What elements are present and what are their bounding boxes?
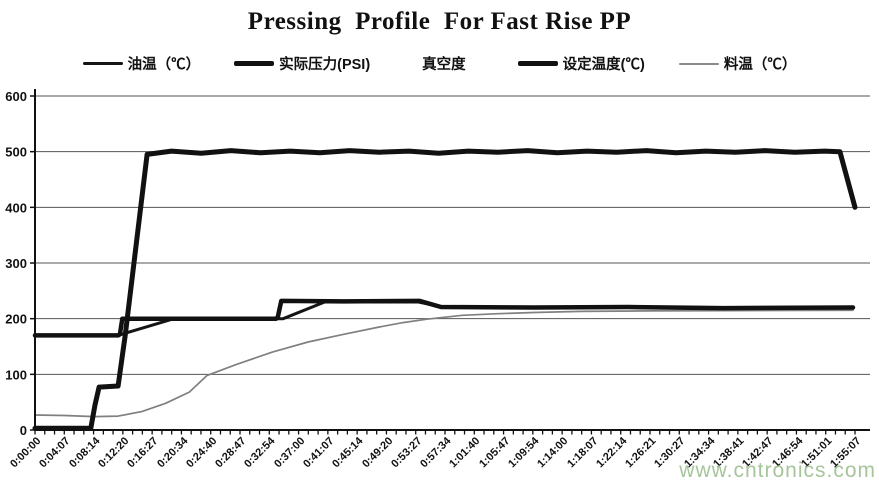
- legend-label: 油温（℃）: [127, 57, 201, 73]
- y-axis-label: 100: [5, 367, 27, 382]
- legend-item-oil-temp: 油温（℃）: [82, 53, 201, 74]
- legend: 油温（℃） 实际压力(PSI) 真空度 设定温度(℃) 料温（℃）: [0, 53, 879, 74]
- oil-temp-line-sample-icon: [82, 62, 123, 65]
- y-axis-label: 500: [5, 145, 27, 160]
- y-axis-label: 0: [20, 423, 27, 438]
- legend-label: 实际压力(PSI): [279, 57, 371, 73]
- material-temp-line-sample-icon: [678, 62, 719, 65]
- legend-label: 设定温度(℃): [562, 57, 645, 73]
- legend-item-material-temp: 料温（℃）: [678, 53, 797, 74]
- legend-item-vacuum: 真空度: [422, 53, 466, 74]
- legend-item-set-temp: 设定温度(℃): [517, 53, 645, 74]
- pressure-line-sample-icon: [234, 61, 275, 66]
- legend-item-actual-pressure: 实际压力(PSI): [234, 53, 370, 74]
- legend-label: 料温（℃）: [723, 57, 797, 73]
- chart-title: Pressing Profile For Fast Rise PP: [247, 8, 632, 35]
- y-axis-label: 400: [5, 200, 27, 215]
- y-axis-label: 200: [5, 312, 27, 327]
- set-temp-line-sample-icon: [517, 61, 558, 66]
- watermark: www.cntronics.com: [679, 459, 876, 482]
- series-line-4: [34, 309, 854, 418]
- series-line-3: [32, 298, 856, 338]
- series-line-1: [32, 148, 858, 431]
- y-axis-label: 300: [5, 256, 27, 271]
- y-axis-label: 600: [5, 89, 27, 104]
- legend-label: 真空度: [422, 57, 466, 73]
